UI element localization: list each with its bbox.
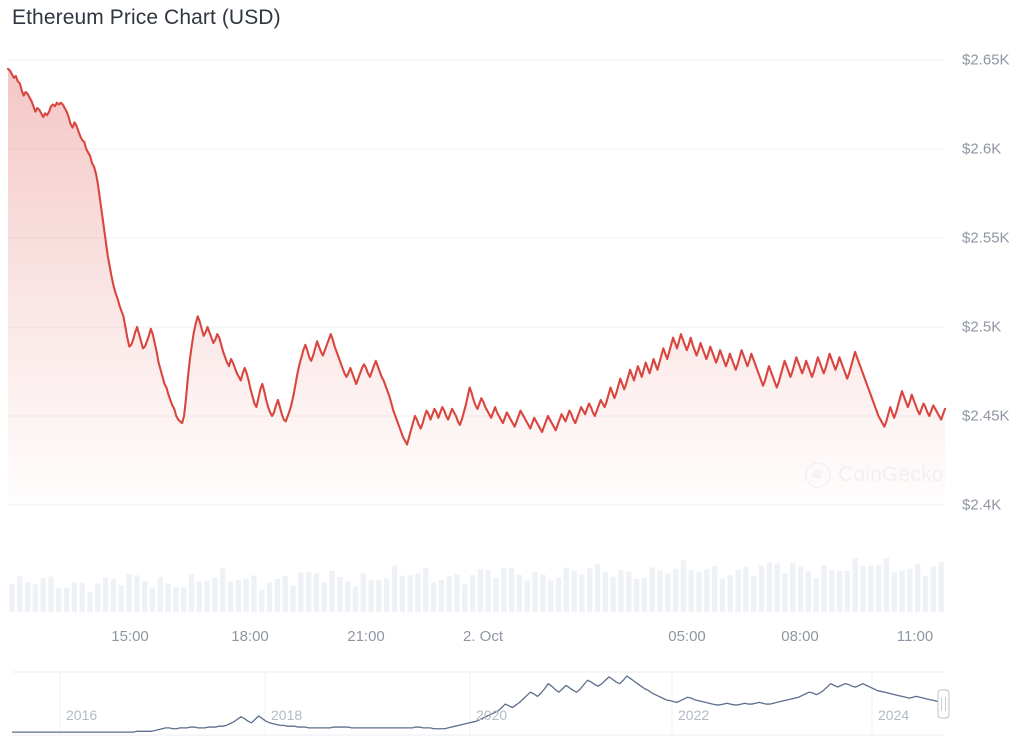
page-title: Ethereum Price Chart (USD) [12, 6, 281, 29]
watermark-label: CoinGecko [838, 463, 944, 486]
volume-bars [9, 558, 944, 612]
navigator-chart[interactable] [12, 671, 950, 736]
price-line [6, 67, 947, 446]
range-handle-icon[interactable] [937, 689, 950, 719]
coingecko-watermark: CoinGecko [805, 462, 944, 488]
gecko-icon [805, 462, 831, 488]
price-area-fill [8, 68, 945, 506]
navigator-line [12, 675, 946, 733]
